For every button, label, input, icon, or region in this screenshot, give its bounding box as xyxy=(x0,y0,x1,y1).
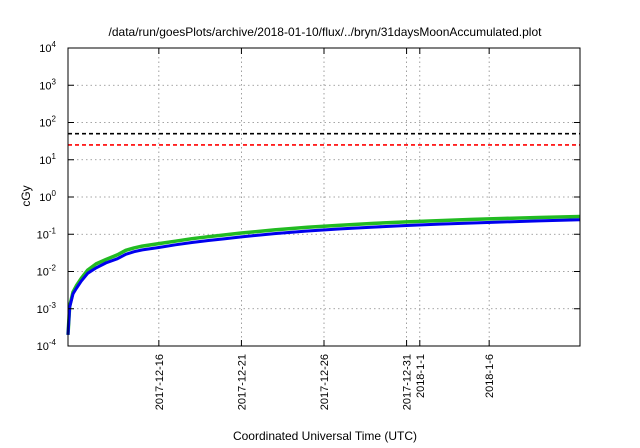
series-line-1 xyxy=(66,214,581,335)
grid xyxy=(68,48,580,346)
y-tick-label: 104 xyxy=(39,40,56,55)
y-tick-label: 100 xyxy=(39,189,56,204)
x-axis-label: Coordinated Universal Time (UTC) xyxy=(233,429,417,443)
x-tick-label: 2017-12-26 xyxy=(319,354,331,410)
y-axis-label: cGy xyxy=(19,185,33,206)
x-tick-label: 2018-1-6 xyxy=(484,354,496,398)
x-tick-label: 2017-12-31 xyxy=(402,354,414,410)
x-tick-label: 2018-1-1 xyxy=(415,354,427,398)
y-tick-label: 102 xyxy=(39,115,56,130)
x-tick-label: 2017-12-16 xyxy=(154,354,166,410)
series-group xyxy=(66,214,581,335)
x-tick-label: 2017-12-21 xyxy=(236,354,248,410)
threshold-lines xyxy=(68,132,580,146)
y-tick-label: 10-3 xyxy=(37,301,57,316)
x-axis-ticks: 2017-12-16 2017-12-21 2017-12-26 2017-12-31… xyxy=(154,48,496,410)
y-tick-label: 103 xyxy=(39,77,56,92)
y-tick-label: 10-2 xyxy=(37,264,57,279)
y-tick-label: 10-1 xyxy=(37,226,57,241)
y-tick-label: 101 xyxy=(39,152,56,167)
series-line-2 xyxy=(66,218,581,335)
y-axis-ticks: 10-4 10-3 10-2 10-1 100 101 102 103 104 xyxy=(37,40,580,353)
y-tick-label: 10-4 xyxy=(37,338,57,353)
chart-title: /data/run/goesPlots/archive/2018-01-10/f… xyxy=(109,25,543,39)
